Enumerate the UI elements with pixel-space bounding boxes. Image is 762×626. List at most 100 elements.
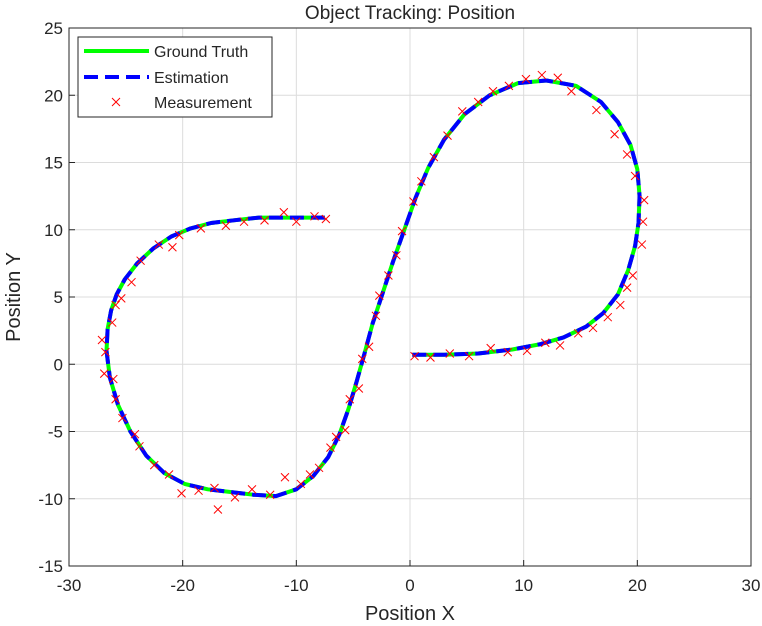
measurement-point	[354, 384, 364, 393]
y-tick-label: 20	[44, 86, 63, 105]
measurement-point	[555, 341, 565, 350]
measurement-point	[603, 312, 613, 322]
measurement-point	[321, 214, 331, 224]
measurement-point	[540, 338, 550, 348]
measurement-point	[384, 271, 393, 280]
measurement-point	[426, 353, 435, 362]
measurement-point	[265, 490, 275, 500]
measurement-point	[504, 81, 514, 91]
x-tick-label: 10	[514, 576, 533, 595]
measurement-point	[445, 349, 455, 358]
measurement-point	[164, 470, 174, 479]
measurement-point	[537, 70, 547, 80]
measurement-point	[136, 256, 145, 266]
measurement-point	[221, 221, 231, 231]
measurement-point	[622, 283, 632, 292]
legend-ground-truth-label: Ground Truth	[154, 44, 248, 61]
measurement-point	[488, 86, 498, 96]
measurement-point	[127, 277, 136, 287]
y-tick-label: 15	[44, 154, 63, 173]
measurement-point	[196, 224, 206, 233]
measurement-point	[457, 107, 467, 116]
y-tick-label: -15	[38, 557, 63, 576]
measurement-point	[553, 73, 563, 83]
measurement-point	[149, 460, 159, 470]
measurement-point	[639, 195, 649, 205]
measurement-point	[111, 394, 120, 404]
measurement-point	[392, 250, 401, 260]
measurement-point	[168, 242, 177, 252]
y-tick-label: 5	[54, 288, 63, 307]
measurement-point	[296, 479, 306, 489]
y-tick-label: 0	[54, 355, 63, 374]
measurement-point	[628, 271, 638, 280]
legend-estimation-label: Estimation	[154, 70, 229, 87]
y-tick-label: 25	[44, 19, 63, 38]
measurement-point	[588, 323, 598, 333]
measurement-point	[130, 429, 140, 439]
measurement-point	[101, 347, 110, 357]
measurement-point	[443, 131, 452, 140]
measurement-point	[615, 300, 625, 310]
measurement-point	[97, 335, 107, 345]
x-tick-label: 0	[405, 576, 414, 595]
measurement-point	[111, 300, 120, 310]
measurement-point	[567, 86, 576, 96]
measurement-point	[326, 443, 335, 452]
measurement-point	[486, 343, 496, 353]
measurement-point	[573, 328, 583, 338]
measurement-point	[210, 483, 219, 493]
measurement-point	[374, 291, 384, 301]
estimation-line	[104, 78, 642, 499]
x-tick-label: -30	[57, 576, 82, 595]
measurement-point	[174, 230, 184, 240]
x-tick-label: -20	[170, 576, 195, 595]
axis-ticks: -30 -20 -10 0 10 20 30 -15 -10 -5 0 5 10 15 20 25	[38, 19, 760, 595]
x-tick-label: -10	[284, 576, 309, 595]
measurement-point	[410, 351, 419, 361]
chart-title: Object Tracking: Position	[305, 3, 515, 24]
measurement-point	[118, 413, 127, 423]
measurement-point	[314, 463, 324, 473]
measurement-point	[409, 197, 418, 206]
x-tick-label: 30	[742, 576, 761, 595]
measurement-point	[310, 211, 319, 221]
measurement-point	[357, 354, 367, 364]
y-tick-label: 10	[44, 221, 63, 240]
measurement-point	[364, 342, 374, 352]
measurement-point	[610, 129, 619, 139]
measurement-point	[630, 171, 640, 181]
legend: Ground Truth Estimation Measurement	[77, 36, 273, 118]
measurement-point	[280, 472, 290, 482]
series-layer	[97, 70, 649, 514]
measurement-point	[397, 226, 407, 236]
measurement-point	[291, 217, 301, 227]
measurement-point	[637, 240, 647, 249]
measurement-point	[108, 374, 118, 384]
measurement-point	[473, 97, 483, 107]
measurement-point	[135, 441, 144, 451]
measurement-point	[521, 74, 531, 84]
measurement-point	[239, 217, 249, 227]
measurement-point	[107, 318, 117, 327]
measurement-point	[116, 293, 126, 303]
measurement-point	[279, 207, 289, 217]
measurement-point	[230, 493, 240, 502]
measurement-point	[194, 486, 203, 496]
y-tick-label: -10	[38, 490, 63, 509]
measurement-point	[177, 489, 186, 498]
measurement-point	[247, 484, 257, 494]
measurement-point	[154, 240, 164, 249]
x-axis-label: Position X	[365, 603, 455, 625]
measurement-point	[592, 105, 601, 115]
measurement-point	[331, 432, 341, 442]
measurement-point	[260, 215, 269, 225]
measurement-point	[638, 217, 648, 227]
measurement-point	[371, 311, 381, 321]
measurement-point	[522, 346, 532, 356]
y-tick-label: -5	[48, 423, 63, 442]
measurement-point	[464, 351, 474, 361]
measurement-point	[213, 505, 223, 514]
measurement-point	[417, 176, 426, 186]
